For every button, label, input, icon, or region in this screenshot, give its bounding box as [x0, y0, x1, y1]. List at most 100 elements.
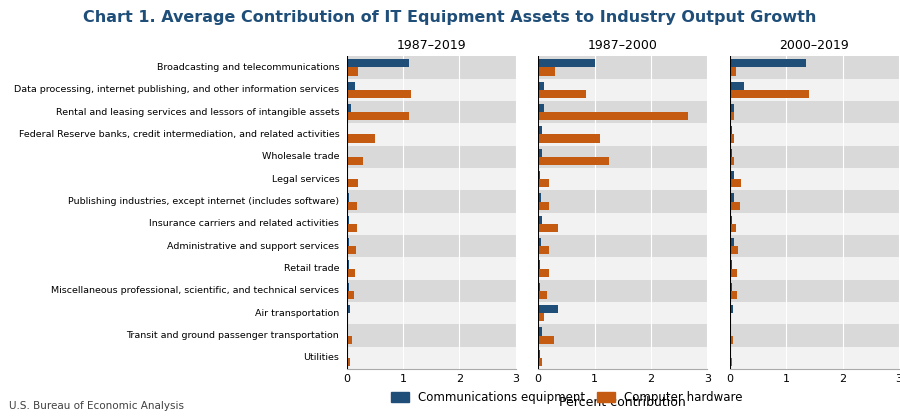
Bar	[538, 235, 707, 257]
Bar	[346, 257, 516, 280]
Bar	[730, 291, 737, 299]
Bar	[538, 146, 707, 168]
Bar	[538, 291, 546, 299]
Bar	[346, 305, 350, 313]
Text: Publishing industries, except internet (includes software): Publishing industries, except internet (…	[68, 197, 339, 206]
Text: Administrative and support services: Administrative and support services	[167, 242, 339, 251]
Bar	[538, 171, 540, 179]
Bar	[346, 201, 356, 210]
Bar	[730, 280, 899, 302]
Bar	[730, 79, 899, 101]
Bar	[538, 190, 707, 213]
Bar	[346, 358, 350, 366]
Bar	[346, 146, 516, 168]
Bar	[730, 347, 899, 369]
Bar	[730, 213, 899, 235]
Bar	[346, 261, 349, 269]
Bar	[730, 112, 734, 120]
Text: Rental and leasing services and lessors of intangible assets: Rental and leasing services and lessors …	[56, 108, 339, 117]
Bar	[346, 313, 348, 321]
Bar	[538, 269, 550, 276]
Bar	[346, 327, 348, 336]
Legend: Communications equipment, Computer hardware: Communications equipment, Computer hardw…	[386, 387, 748, 409]
Text: Broadcasting and telecommunications: Broadcasting and telecommunications	[157, 63, 339, 72]
Bar	[538, 90, 586, 98]
Bar	[538, 313, 544, 321]
Bar	[538, 179, 550, 187]
Bar	[346, 171, 348, 179]
Bar	[346, 101, 516, 123]
Bar	[730, 157, 734, 165]
Bar	[538, 135, 600, 143]
Bar	[538, 193, 541, 201]
Bar	[538, 238, 541, 246]
Text: Wholesale trade: Wholesale trade	[262, 152, 339, 161]
Bar	[346, 60, 409, 68]
Bar	[538, 82, 544, 90]
Bar	[538, 157, 608, 165]
Bar	[538, 60, 595, 68]
Bar	[538, 112, 688, 120]
Bar	[730, 246, 738, 254]
Bar	[538, 126, 542, 135]
Title: 2000–2019: 2000–2019	[779, 39, 850, 53]
Bar	[346, 283, 349, 291]
Bar	[538, 168, 707, 190]
Bar	[538, 257, 707, 280]
Bar	[346, 224, 356, 232]
Bar	[538, 302, 707, 324]
Bar	[346, 82, 355, 90]
Bar	[346, 280, 516, 302]
Text: Insurance carriers and related activities: Insurance carriers and related activitie…	[149, 219, 339, 229]
Bar	[730, 216, 733, 224]
Bar	[346, 56, 516, 79]
Bar	[538, 336, 554, 344]
Bar	[730, 171, 734, 179]
Bar	[538, 216, 542, 224]
Bar	[538, 213, 707, 235]
Bar	[346, 238, 349, 246]
Text: Federal Reserve banks, credit intermediation, and related activities: Federal Reserve banks, credit intermedia…	[19, 130, 339, 139]
Bar	[538, 68, 555, 75]
Text: Data processing, internet publishing, and other information services: Data processing, internet publishing, an…	[14, 85, 339, 94]
Bar	[346, 193, 349, 201]
Bar	[730, 60, 806, 68]
Bar	[346, 269, 355, 276]
Bar	[538, 261, 541, 269]
Bar	[730, 201, 740, 210]
Bar	[346, 302, 516, 324]
Text: Air transportation: Air transportation	[255, 309, 339, 318]
Bar	[538, 305, 558, 313]
Bar	[730, 101, 899, 123]
Bar	[730, 104, 734, 112]
Text: Utilities: Utilities	[303, 353, 339, 362]
Bar	[730, 190, 899, 213]
Title: 1987–2000: 1987–2000	[588, 39, 658, 53]
Bar	[346, 216, 349, 224]
Bar	[730, 224, 735, 232]
Bar	[346, 149, 348, 157]
Bar	[538, 149, 542, 157]
Bar	[730, 56, 899, 79]
Bar	[346, 123, 516, 146]
Bar	[730, 302, 899, 324]
Bar	[538, 280, 707, 302]
Bar	[538, 327, 542, 336]
Bar	[730, 336, 734, 344]
Text: Miscellaneous professional, scientific, and technical services: Miscellaneous professional, scientific, …	[51, 286, 339, 295]
Bar	[346, 168, 516, 190]
Bar	[538, 358, 542, 366]
Text: U.S. Bureau of Economic Analysis: U.S. Bureau of Economic Analysis	[9, 401, 184, 411]
Bar	[346, 213, 516, 235]
Text: Retail trade: Retail trade	[284, 264, 339, 273]
Bar	[730, 126, 732, 135]
Bar	[730, 358, 733, 366]
Bar	[538, 347, 707, 369]
Bar	[538, 350, 540, 358]
Bar	[346, 179, 358, 187]
Bar	[538, 283, 541, 291]
Bar	[346, 347, 516, 369]
Bar	[730, 313, 731, 321]
Bar	[730, 269, 737, 276]
Bar	[538, 324, 707, 347]
